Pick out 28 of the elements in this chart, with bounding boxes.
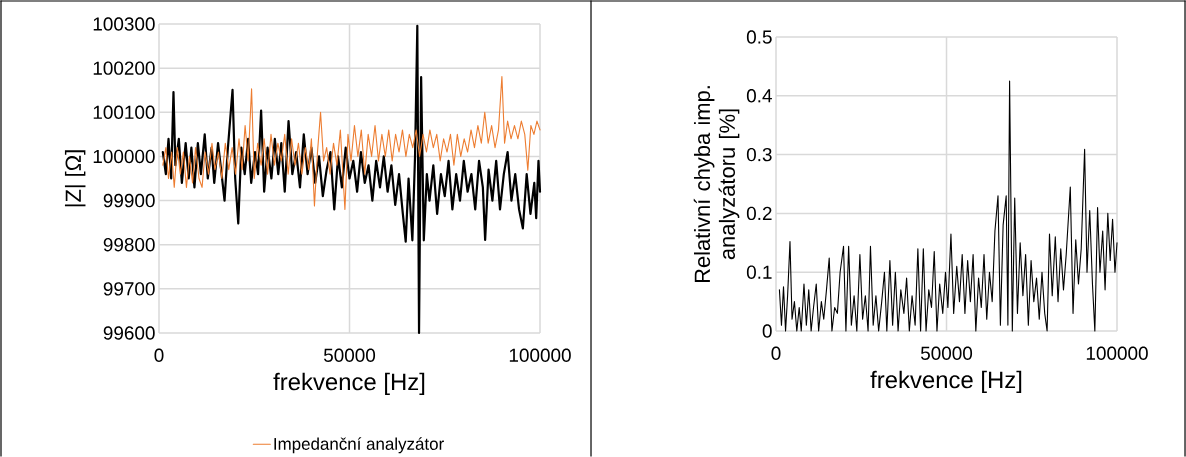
y-tick-label: 99900 (103, 193, 155, 208)
x-tick-label: 100000 (509, 348, 571, 362)
y-tick-label: 100000 (93, 149, 155, 164)
y-tick-label: 100100 (93, 105, 155, 119)
y-tick-label: 0.2 (746, 206, 772, 221)
x-tick-label: 0 (771, 346, 781, 360)
y-tick-label: 0.3 (746, 147, 772, 162)
y-tick-label: 0 (762, 324, 772, 338)
y-axis-title: |Z| [Ω] (64, 150, 86, 207)
legend-label: Impedanční analyzátor (274, 437, 444, 454)
y-tick-label: 0.5 (746, 30, 772, 44)
x-tick-label: 100000 (1086, 346, 1148, 360)
y-tick-label: 0.1 (746, 265, 772, 279)
line-series (161, 24, 542, 335)
x-axis-title: frekvence [Hz] (273, 372, 425, 396)
y-tick-label: 100200 (93, 61, 155, 75)
x-tick-label: 50000 (920, 346, 973, 360)
y-tick-label: 99600 (103, 326, 155, 340)
y-tick-label: 99800 (103, 238, 155, 252)
x-tick-label: 50000 (323, 348, 376, 362)
y-tick-label: 100300 (93, 17, 155, 31)
line-series (778, 80, 1118, 332)
y-axis-title: Relativní chyba imp. analyzátoru [%] (693, 86, 740, 283)
x-tick-label: 0 (154, 348, 164, 362)
y-tick-label: 99700 (103, 282, 155, 296)
y-tick-label: 0.4 (746, 89, 772, 103)
line-series (162, 75, 541, 210)
x-axis-title: frekvence [Hz] (870, 370, 1022, 394)
